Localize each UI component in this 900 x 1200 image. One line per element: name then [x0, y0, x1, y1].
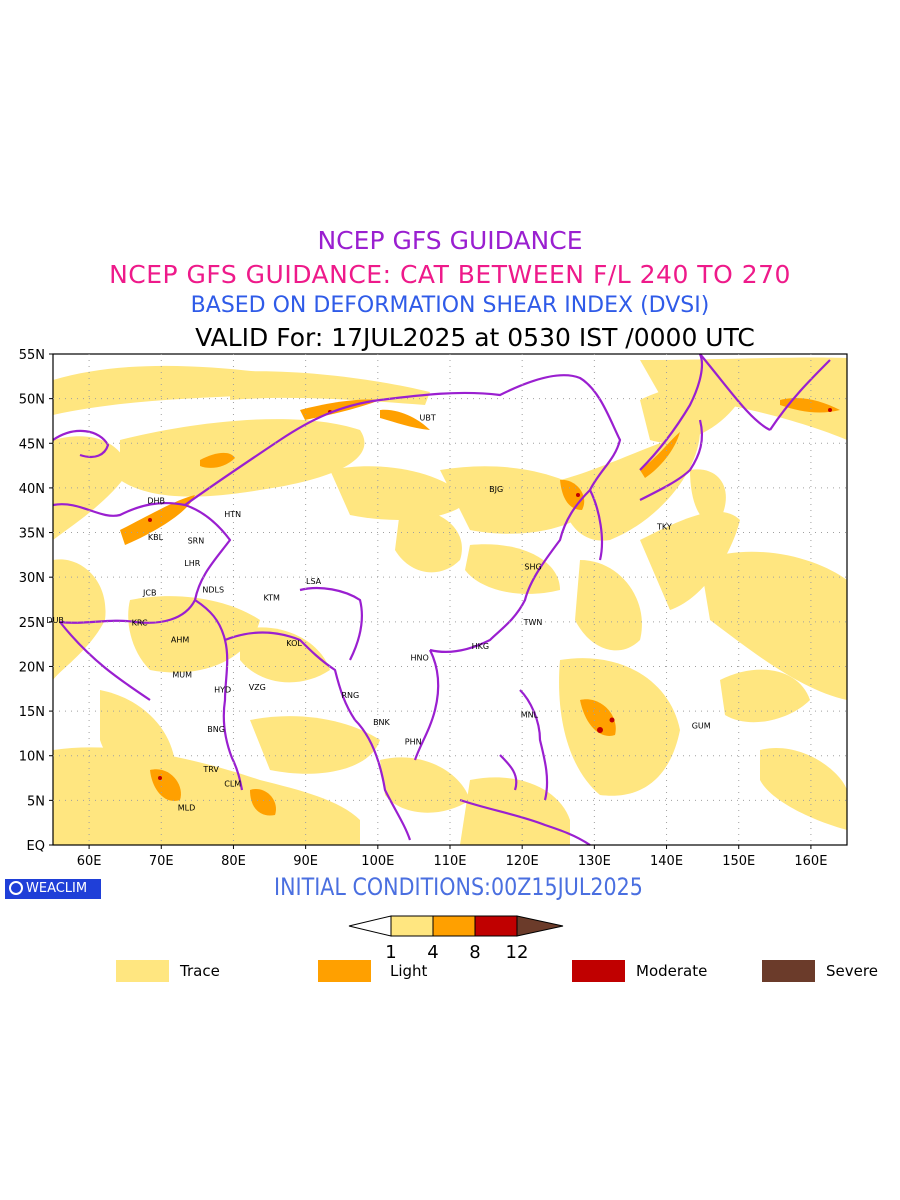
lat-label: 20N [19, 660, 45, 675]
longitude-labels: 60E 70E 80E 90E 100E 110E 120E 130E 140E 150E 160E [77, 854, 828, 869]
lat-label: 15N [19, 705, 45, 720]
lat-label: 30N [19, 571, 45, 586]
lon-label: 70E [149, 854, 174, 869]
lat-label: 10N [19, 750, 45, 765]
station-labels: UBT BJG DHB HTN KBL SRN LHR TKY SHG LSA JCB NDLS KTM… [46, 413, 710, 812]
legend-swatch [116, 960, 169, 982]
lat-label: 55N [19, 348, 45, 363]
station-bnk: BNK [373, 718, 390, 727]
station-bjg: BJG [489, 485, 503, 494]
map-area [53, 354, 847, 845]
legend-label: Severe [826, 962, 878, 980]
station-mld: MLD [178, 804, 196, 813]
trace-shading [53, 357, 847, 845]
legend-label: Trace [180, 962, 220, 980]
lat-label: 35N [19, 527, 45, 542]
lon-label: 120E [506, 854, 539, 869]
badge-text: WEACLIM [26, 881, 88, 896]
lon-label: 140E [650, 854, 683, 869]
station-trv: TRV [202, 765, 219, 774]
station-bng: BNG [207, 725, 225, 734]
station-rng: RNG [342, 691, 360, 700]
legend-swatch [572, 960, 625, 982]
lon-label: 110E [433, 854, 466, 869]
legend-swatch [318, 960, 371, 982]
boundaries [52, 353, 831, 846]
lat-label: 5N [27, 794, 45, 809]
station-shg: SHG [524, 562, 541, 571]
station-jcb: JCB [142, 588, 156, 597]
legend-swatch [762, 960, 815, 982]
station-tky: TKY [656, 522, 672, 531]
station-dhb: DHB [147, 496, 165, 505]
station-htn: HTN [224, 510, 241, 519]
station-ahm: AHM [171, 636, 189, 645]
lon-label: 60E [77, 854, 102, 869]
station-twn: TWN [523, 618, 543, 627]
legend-label: Moderate [636, 962, 708, 980]
station-hyd: HYD [214, 686, 231, 695]
lat-label: EQ [27, 839, 45, 854]
station-mnl: MNL [521, 711, 539, 720]
lat-label: 45N [19, 437, 45, 452]
weaclim-logo-icon [9, 880, 23, 895]
lat-label: 40N [19, 482, 45, 497]
initial-conditions: INITIAL CONDITIONS:00Z15JUL2025 [274, 873, 643, 901]
station-mum: MUM [172, 670, 192, 679]
station-hkg: HKG [472, 642, 489, 651]
station-kol: KOL [286, 639, 302, 648]
title-index: BASED ON DEFORMATION SHEAR INDEX (DVSI) [190, 293, 710, 318]
station-ndls: NDLS [202, 586, 224, 595]
station-ubt: UBT [420, 413, 436, 422]
colorbar-tick: 12 [506, 942, 529, 963]
title-main: NCEP GFS GUIDANCE [317, 226, 583, 255]
station-srn: SRN [188, 537, 205, 546]
weaclim-badge: WEACLIM [5, 879, 101, 899]
station-dub: DUB [46, 616, 64, 625]
station-hno: HNO [411, 654, 429, 663]
station-lhr: LHR [184, 559, 200, 568]
lat-label: 25N [19, 616, 45, 631]
station-gum: GUM [692, 721, 711, 730]
lon-label: 90E [293, 854, 318, 869]
station-ktm: KTM [263, 594, 280, 603]
title-cat: NCEP GFS GUIDANCE: CAT BETWEEN F/L 240 T… [109, 260, 791, 289]
station-vzg: VZG [249, 683, 266, 692]
lon-label: 100E [361, 854, 394, 869]
title-valid-time: VALID For: 17JUL2025 at 0530 IST /0000 U… [195, 323, 755, 352]
station-kbl: KBL [148, 533, 164, 542]
axis-ticks [49, 353, 812, 849]
colorbar-tick: 4 [427, 942, 438, 963]
station-phn: PHN [405, 737, 422, 746]
light-shading [120, 398, 840, 816]
station-lsa: LSA [306, 577, 322, 586]
colorbar-tick: 8 [469, 942, 480, 963]
lon-label: 80E [221, 854, 246, 869]
lon-label: 160E [794, 854, 827, 869]
station-krc: KRC [132, 619, 148, 628]
colorbar: 1 4 8 12 [348, 915, 564, 963]
colorbar-tick: 1 [385, 942, 396, 963]
lon-label: 150E [722, 854, 755, 869]
graticule [53, 354, 847, 845]
legend-label: Light [390, 962, 428, 980]
station-clm: CLM [224, 779, 241, 788]
latitude-labels: 55N 50N 45N 40N 35N 30N 25N 20N 15N 10N 5N EQ [19, 348, 45, 854]
lat-label: 50N [19, 393, 45, 408]
lon-label: 130E [578, 854, 611, 869]
